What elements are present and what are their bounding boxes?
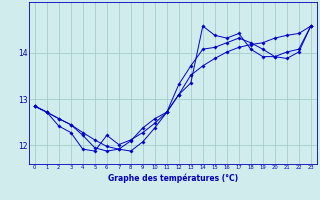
X-axis label: Graphe des températures (°C): Graphe des températures (°C) — [108, 173, 238, 183]
